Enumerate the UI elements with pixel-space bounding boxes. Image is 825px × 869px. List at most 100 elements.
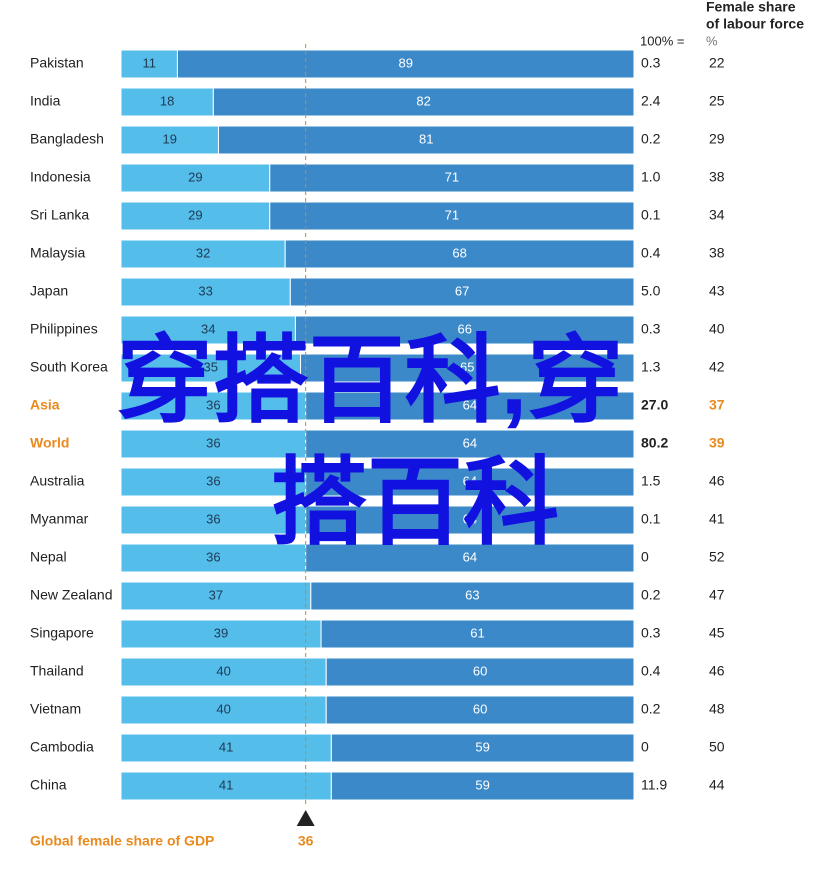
bar-segment xyxy=(269,163,635,193)
value-label: 71 xyxy=(445,207,459,222)
bar-segment xyxy=(120,581,312,611)
bar-segment xyxy=(120,201,271,231)
column-value: 22 xyxy=(709,55,725,71)
value-label: 33 xyxy=(198,283,212,298)
category-label: World xyxy=(30,435,69,451)
bar-segment xyxy=(284,239,635,269)
value-label: 59 xyxy=(475,777,489,792)
category-label: Australia xyxy=(30,473,85,489)
value-label: 36 xyxy=(206,549,220,564)
bar-segment xyxy=(120,695,327,725)
column-value: 0.2 xyxy=(641,587,661,603)
value-label: 61 xyxy=(470,625,484,640)
column-value: 43 xyxy=(709,283,725,299)
category-label: Indonesia xyxy=(30,169,91,185)
column-value: 48 xyxy=(709,701,725,717)
value-label: 81 xyxy=(419,131,433,146)
value-label: 40 xyxy=(216,663,230,678)
value-label: 63 xyxy=(465,587,479,602)
column-value: 37 xyxy=(709,397,725,413)
value-label: 64 xyxy=(463,549,477,564)
bar-segment xyxy=(120,429,307,459)
value-label: 32 xyxy=(196,245,210,260)
category-label: Asia xyxy=(30,397,60,413)
value-label: 68 xyxy=(452,245,466,260)
value-label: 60 xyxy=(473,663,487,678)
bar-segment xyxy=(120,277,291,307)
reference-label: Global female share of GDP xyxy=(30,833,214,849)
column-value: 0.1 xyxy=(641,207,661,223)
column-value: 38 xyxy=(709,245,725,261)
category-label: India xyxy=(30,93,61,109)
value-label: 89 xyxy=(398,55,412,70)
value-label: 18 xyxy=(160,93,174,108)
bar-segment xyxy=(120,49,178,79)
reference-marker xyxy=(296,810,315,826)
column-value: 5.0 xyxy=(641,283,661,299)
bar-segment xyxy=(310,581,635,611)
watermark: 穿搭百科,穿 xyxy=(117,327,624,434)
value-label: 82 xyxy=(416,93,430,108)
bar-segment xyxy=(120,733,332,763)
category-label: Malaysia xyxy=(30,245,85,261)
column-value: 52 xyxy=(709,549,725,565)
bar-segment xyxy=(330,733,635,763)
value-label: 36 xyxy=(206,435,220,450)
value-label: 71 xyxy=(445,169,459,184)
value-label: 36 xyxy=(206,397,220,412)
bar-segment xyxy=(120,125,219,155)
value-label: 64 xyxy=(463,511,477,526)
bar-segment xyxy=(305,543,635,573)
column-value: 2.4 xyxy=(641,93,661,109)
column-value: 44 xyxy=(709,777,725,793)
column-value: 0.2 xyxy=(641,131,661,147)
value-label: 34 xyxy=(201,321,215,336)
bar-segment xyxy=(120,657,327,687)
watermark: 搭百科 xyxy=(271,449,559,556)
category-label: Japan xyxy=(30,283,68,299)
category-label: Bangladesh xyxy=(30,131,104,147)
column-value: 47 xyxy=(709,587,725,603)
column-value: 50 xyxy=(709,739,725,755)
column-value: 1.3 xyxy=(641,359,661,375)
value-label: 29 xyxy=(188,207,202,222)
category-label: Pakistan xyxy=(30,55,84,71)
bar-segment xyxy=(176,49,635,79)
column-value: 0.4 xyxy=(641,663,661,679)
category-label: Vietnam xyxy=(30,701,81,717)
value-label: 19 xyxy=(163,131,177,146)
value-label: 41 xyxy=(219,777,233,792)
value-label: 67 xyxy=(455,283,469,298)
value-label: 66 xyxy=(457,321,471,336)
column-value: 46 xyxy=(709,663,725,679)
column-header: of labour force xyxy=(706,16,804,32)
column-header: Female share xyxy=(706,0,796,15)
category-label: Philippines xyxy=(30,321,98,337)
value-label: 29 xyxy=(188,169,202,184)
column-value: 40 xyxy=(709,321,725,337)
bar-segment xyxy=(120,771,332,801)
bar-segment xyxy=(294,315,635,345)
bar-segment xyxy=(120,543,307,573)
value-label: 64 xyxy=(463,435,477,450)
bar-segment xyxy=(305,429,635,459)
column-value: 0.3 xyxy=(641,55,661,71)
category-label: Nepal xyxy=(30,549,67,565)
bar-segment xyxy=(330,771,635,801)
column-value: 45 xyxy=(709,625,725,641)
bar-segment xyxy=(120,163,271,193)
column-value: 25 xyxy=(709,93,725,109)
bar-segment xyxy=(289,277,635,307)
category-label: Sri Lanka xyxy=(30,207,89,223)
column-value: 39 xyxy=(709,435,725,451)
column-value: 27.0 xyxy=(641,397,668,413)
bar-segment xyxy=(120,353,302,383)
category-label: Singapore xyxy=(30,625,94,641)
value-label: 36 xyxy=(206,473,220,488)
bar-segment xyxy=(300,353,635,383)
category-label: Cambodia xyxy=(30,739,94,755)
reference-value: 36 xyxy=(298,833,314,849)
bar-segment xyxy=(269,201,635,231)
bar-segment xyxy=(120,87,214,117)
column-value: 42 xyxy=(709,359,725,375)
